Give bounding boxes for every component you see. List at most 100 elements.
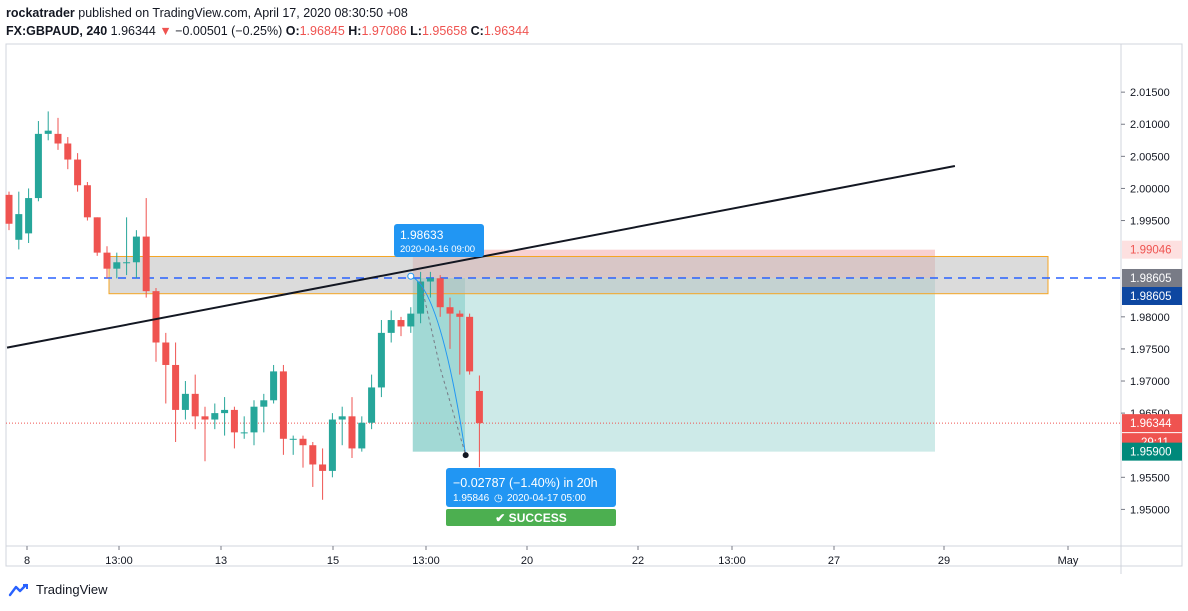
high-label: H:	[348, 24, 362, 38]
candle-down	[299, 438, 307, 446]
success-label: ✔ SUCCESS	[495, 511, 566, 525]
forecast-start-point	[407, 272, 415, 280]
chart-frame	[5, 43, 1183, 567]
candle-up	[15, 214, 23, 240]
published-text: published on TradingView.com, April 17, …	[78, 6, 408, 20]
candle-up	[328, 419, 336, 471]
candle-up	[211, 413, 219, 420]
candle-up	[417, 281, 425, 314]
candle-down	[201, 416, 209, 420]
clock-icon: ◷	[494, 493, 503, 504]
x-tick-label: 13:00	[412, 555, 440, 567]
candle-up	[368, 387, 376, 423]
y-tick-label: 1.99500	[1130, 216, 1170, 228]
y-tick-label: 1.98000	[1130, 312, 1170, 324]
current-price-label: 1.96344	[1130, 418, 1172, 430]
low-label: L:	[410, 24, 422, 38]
candle-down	[279, 371, 287, 439]
x-tick-label: 13:00	[718, 555, 746, 567]
candle-down	[191, 393, 199, 417]
result-price: 1.95846	[453, 493, 490, 504]
candle-up	[221, 409, 229, 414]
publisher-line: rockatrader published on TradingView.com…	[6, 4, 529, 22]
result-change: −0.02787 (−1.40%) in 20h	[453, 476, 598, 490]
candle-down	[348, 416, 356, 449]
x-tick-label: 13:00	[105, 555, 133, 567]
take-profit-area	[412, 277, 935, 452]
forecast-start-tooltip	[394, 224, 484, 257]
candle-up	[387, 320, 395, 333]
close-value: 1.96344	[483, 24, 530, 38]
tooltip-time: 2020-04-16 09:00	[400, 244, 475, 255]
candle-down	[64, 143, 72, 160]
candle-down	[397, 320, 405, 327]
candle-up	[338, 416, 346, 420]
down-arrow-icon: ▼	[159, 24, 172, 38]
candle-down	[83, 185, 91, 218]
open-label: O:	[285, 24, 300, 38]
candle-down	[230, 409, 238, 433]
candle-down	[93, 217, 101, 253]
stop-price-label: 1.99046	[1130, 245, 1172, 257]
candle-up	[250, 406, 258, 433]
entry-price-label: 1.98605	[1130, 291, 1172, 303]
footer-brand: TradingView	[36, 582, 108, 597]
candle-down	[475, 390, 483, 424]
candle-up	[181, 393, 189, 410]
candle-down	[436, 278, 444, 308]
candle-down	[319, 464, 327, 471]
candle-up	[358, 422, 366, 449]
forecast-path	[410, 275, 467, 456]
y-tick-label: 2.00500	[1130, 151, 1170, 163]
stop-price-label-bg	[1122, 240, 1182, 259]
candle-up	[123, 262, 131, 264]
candle-down	[152, 291, 160, 343]
candle-down	[456, 313, 464, 317]
ohlc-line: FX:GBPAUD, 240 1.96344 ▼ −0.00501 (−0.25…	[6, 22, 529, 40]
y-tick-label: 1.95000	[1130, 504, 1170, 516]
candle-up	[377, 332, 385, 388]
x-tick-label: 22	[632, 555, 644, 567]
x-tick-label: 15	[327, 555, 339, 567]
candle-up	[44, 130, 52, 134]
result-time: 2020-04-17 05:00	[507, 493, 586, 504]
supply-zone	[108, 255, 1049, 295]
candle-down	[446, 307, 454, 314]
candle-up	[113, 262, 121, 269]
dashed-price-label: 1.98605	[1130, 273, 1172, 285]
forecast-end-point	[462, 452, 469, 459]
forecast-result-box	[446, 468, 616, 507]
low-value: 1.95658	[421, 24, 468, 38]
candle-down	[309, 445, 317, 465]
tradingview-logo-icon	[8, 583, 28, 596]
footer: TradingView	[8, 582, 108, 597]
chart-header: rockatrader published on TradingView.com…	[6, 4, 529, 40]
target-price-label: 1.95900	[1130, 447, 1172, 459]
dashed-price-label-bg	[1122, 268, 1182, 287]
candle-up	[132, 236, 140, 263]
candle-up	[407, 313, 415, 327]
x-tick-label: 20	[521, 555, 533, 567]
current-price-label-bg	[1122, 414, 1182, 433]
candle-up	[240, 432, 248, 434]
success-badge	[446, 509, 616, 526]
y-tick-label: 1.97000	[1130, 376, 1170, 388]
open-value: 1.96845	[299, 24, 345, 38]
candle-down	[5, 194, 13, 224]
x-tick-label: May	[1058, 555, 1079, 567]
candle-up	[426, 278, 434, 282]
y-tick-label: 2.00000	[1130, 183, 1170, 195]
entry-price-label-bg	[1122, 286, 1182, 305]
close-label: C:	[470, 24, 484, 38]
price-change: −0.00501 (−0.25%)	[175, 24, 283, 38]
candle-up	[289, 438, 297, 440]
tooltip-price: 1.98633	[400, 228, 444, 242]
x-tick-label: 13	[215, 555, 227, 567]
candle-down	[103, 252, 111, 269]
target-price-label-bg	[1122, 442, 1182, 461]
high-value: 1.97086	[361, 24, 407, 38]
candle-up	[34, 133, 42, 199]
candle-down	[54, 133, 62, 144]
y-tick-label: 2.01000	[1130, 119, 1170, 131]
